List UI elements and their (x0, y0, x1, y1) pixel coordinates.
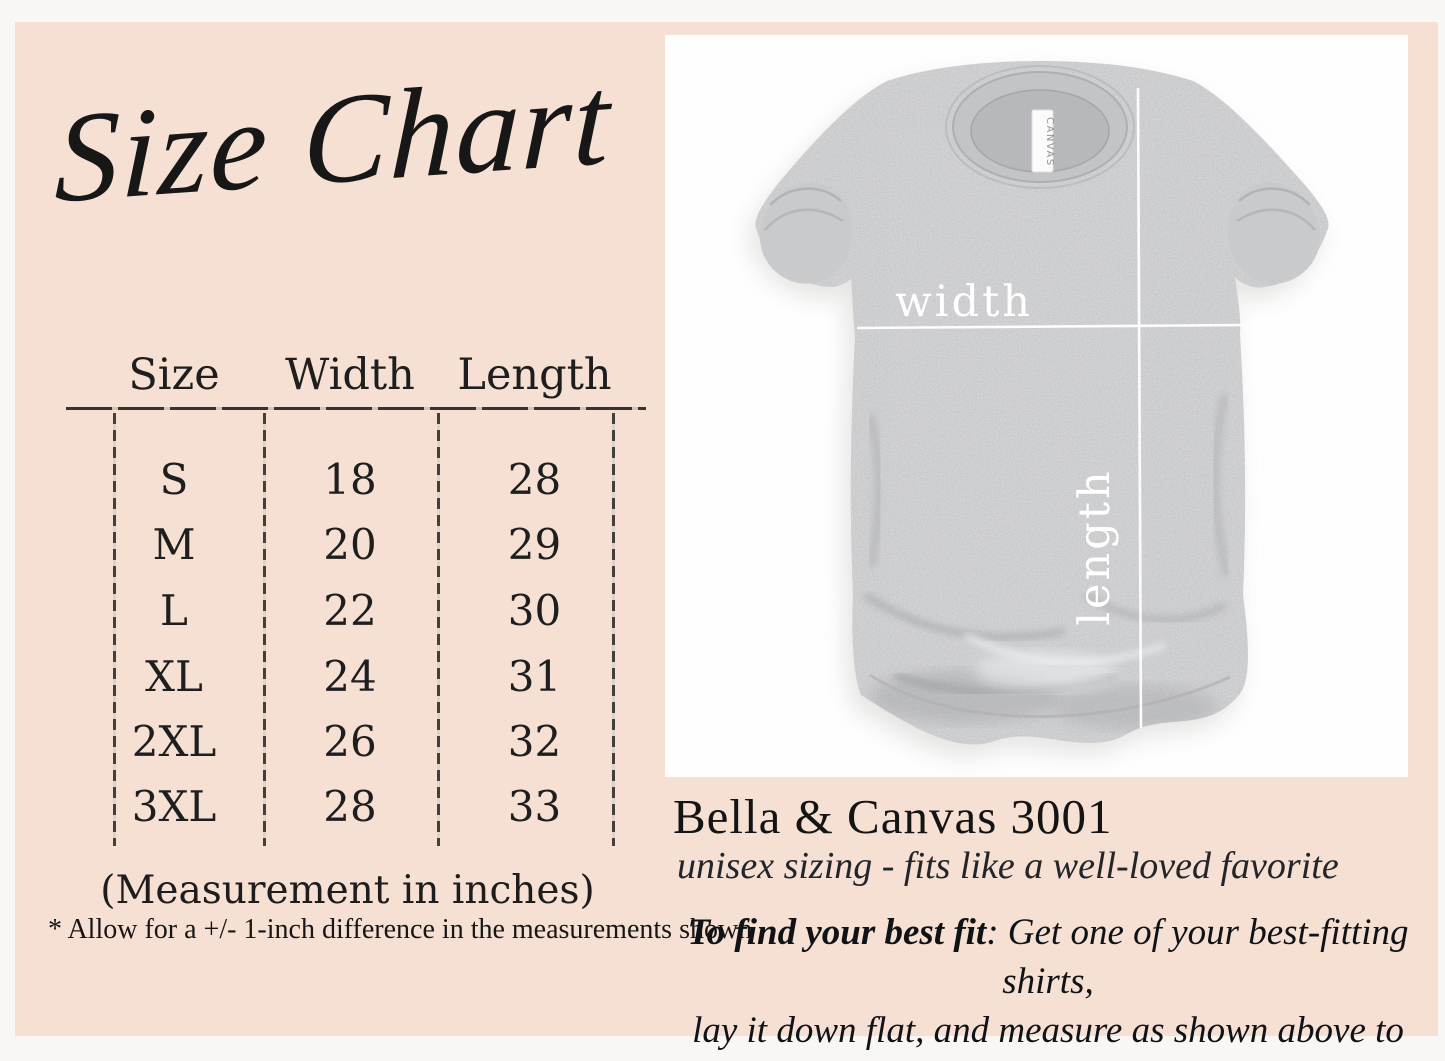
table-cell-size: XL (145, 652, 203, 701)
column-header-width: Width (285, 350, 415, 400)
measurement-overlay: width length (856, 87, 1248, 729)
table-cell-width: 28 (323, 782, 377, 831)
length-measure-line (1136, 87, 1143, 729)
column-header-size: Size (128, 350, 220, 400)
fit-tip-lead: To find your best fit (687, 912, 987, 953)
table-cell-size: 2XL (131, 717, 217, 766)
brand-tag-text: CANVAS (1044, 117, 1055, 167)
table-cell-width: 24 (323, 652, 377, 701)
length-label: length (1070, 468, 1120, 625)
column-header-length: Length (457, 350, 612, 400)
tshirt-photo: CANVAS width length (665, 35, 1408, 777)
table-cell-width: 22 (323, 586, 377, 635)
sleeve-cuffs (759, 182, 1321, 284)
product-title: Bella & Canvas 3001 (673, 789, 1113, 844)
table-cell-length: 28 (507, 455, 562, 504)
table-cell-length: 29 (507, 520, 562, 569)
table-divider (263, 413, 266, 846)
table-cell-length: 30 (507, 586, 562, 635)
table-cell-size: S (159, 455, 189, 504)
tshirt-illustration: CANVAS width length (748, 61, 1329, 757)
table-footnote: * Allow for a +/- 1-inch difference in t… (48, 914, 753, 945)
fit-tip-line1: To find your best fit: Get one of your b… (648, 908, 1445, 1006)
table-divider (612, 413, 615, 846)
table-caption: (Measurement in inches) (100, 868, 595, 913)
table-cell-width: 26 (323, 717, 377, 766)
product-subtitle: unisex sizing - fits like a well-loved f… (677, 845, 1339, 887)
table-cell-width: 18 (323, 455, 377, 504)
table-cell-size: L (160, 586, 188, 635)
table-divider (437, 413, 440, 846)
table-cell-size: 3XL (131, 782, 217, 831)
fit-tip-rest: : Get one of your best-fitting shirts, (986, 912, 1409, 1003)
table-cell-length: 33 (507, 782, 562, 831)
width-measure-line (856, 323, 1248, 330)
table-top-rule (66, 407, 646, 410)
table-cell-length: 31 (507, 652, 562, 701)
fit-tip: To find your best fit: Get one of your b… (648, 908, 1445, 1061)
table-divider (113, 413, 116, 846)
table-cell-size: M (152, 520, 196, 569)
fit-tip-line2: lay it down flat, and measure as shown a… (692, 1010, 1404, 1061)
table-cell-length: 32 (507, 717, 562, 766)
brand-tag: CANVAS (1031, 109, 1055, 173)
width-label: width (895, 277, 1033, 327)
table-cell-width: 20 (323, 520, 377, 569)
